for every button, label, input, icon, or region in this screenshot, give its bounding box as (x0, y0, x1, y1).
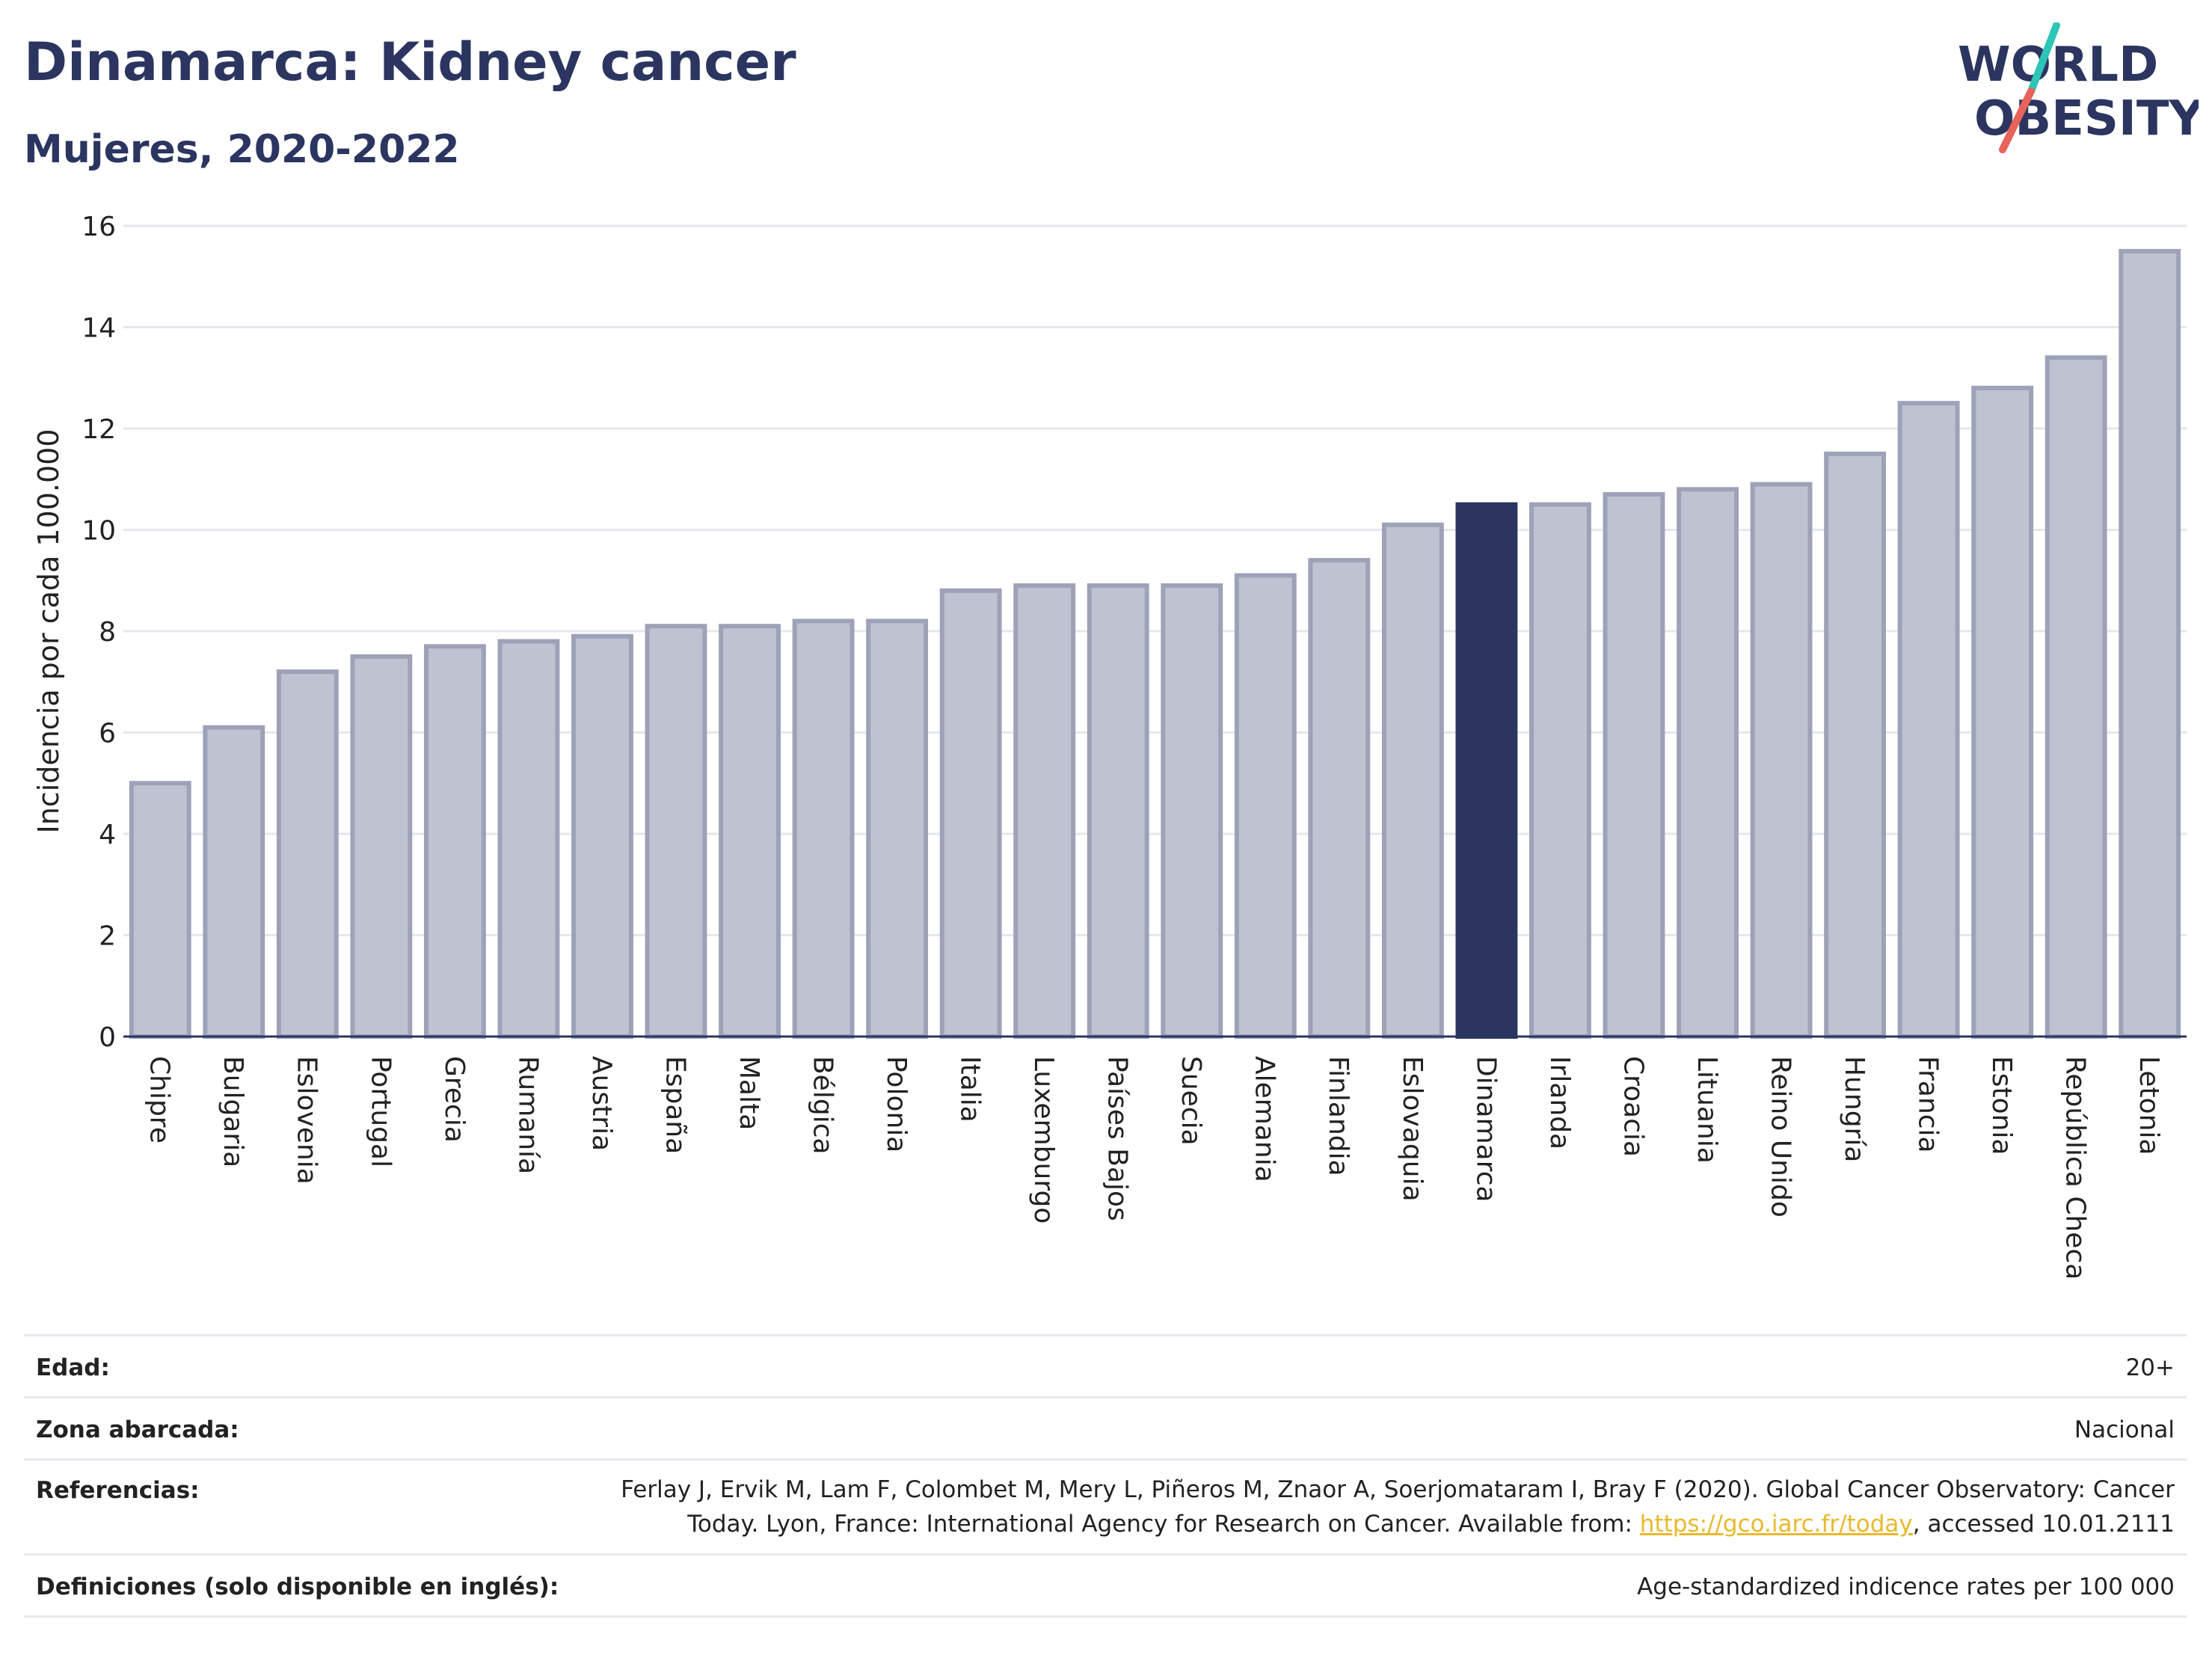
x-tick-label: Chipre (144, 1056, 175, 1143)
world-obesity-logo: WORLD OBESITY (1958, 22, 2199, 153)
bar-10 (866, 618, 929, 1039)
bar-7 (645, 624, 707, 1039)
y-tick-label: 2 (99, 921, 116, 952)
x-tick-label: Luxemburgo (1028, 1056, 1059, 1223)
edad-label: Edad: (36, 1354, 110, 1381)
bar-24 (1897, 401, 1960, 1039)
x-tick-label: Portugal (365, 1056, 396, 1167)
bar-21 (1677, 487, 1739, 1039)
referencias-line2-pre: Today. Lyon, France: International Agenc… (687, 1511, 1640, 1538)
x-tick-label: Países Bajos (1102, 1056, 1133, 1221)
bar-highlight-18 (1455, 502, 1518, 1039)
bar-25 (1971, 385, 2034, 1039)
bar-15 (1234, 573, 1297, 1039)
referencias-line2: Today. Lyon, France: International Agenc… (621, 1507, 2175, 1541)
bar-26 (2044, 355, 2107, 1039)
y-tick-label: 14 (82, 313, 116, 344)
x-tick-label: Hungría (1839, 1056, 1870, 1162)
bar-22 (1750, 482, 1813, 1039)
x-tick-label: Rumanía (512, 1056, 543, 1174)
y-tick-labels: 0 2 4 6 8 10 12 14 16 (82, 212, 116, 1053)
y-tick-label: 10 (82, 516, 116, 547)
y-tick-label: 12 (82, 414, 116, 445)
meta-row-edad: Edad: 20+ (24, 1334, 2187, 1396)
bar-11 (939, 588, 1002, 1039)
x-tick-label: Dinamarca (1470, 1056, 1501, 1203)
y-tick-label: 4 (99, 820, 116, 850)
referencias-label: Referencias: (36, 1477, 200, 1504)
x-tick-label: Irlanda (1544, 1056, 1575, 1149)
meta-row-referencias: Referencias: Ferlay J, Ervik M, Lam F, C… (24, 1458, 2187, 1553)
referencias-line1: Ferlay J, Ervik M, Lam F, Colombet M, Me… (621, 1476, 2175, 1503)
x-tick-label: Eslovaquia (1397, 1056, 1428, 1202)
zona-value: Nacional (2074, 1416, 2175, 1443)
bar-27 (2119, 248, 2181, 1039)
x-tick-label: Eslovenia (292, 1056, 322, 1185)
bar-17 (1381, 522, 1444, 1039)
x-tick-label: Alemania (1250, 1056, 1280, 1182)
bar-8 (719, 624, 781, 1039)
bar-0 (129, 781, 191, 1039)
x-tick-label: Lituania (1692, 1056, 1722, 1164)
edad-value: 20+ (2125, 1354, 2175, 1381)
bar-16 (1308, 558, 1371, 1039)
x-tick-label: Italia (955, 1056, 986, 1123)
bar-4 (423, 644, 486, 1039)
y-tick-label: 6 (99, 719, 116, 749)
x-tick-label: España (660, 1056, 690, 1154)
x-tick-label: Bélgica (807, 1056, 838, 1155)
bar-chart: 0 2 4 6 8 10 12 14 16 Chipre Bulgaria Eslovenia Por… (32, 212, 2187, 1280)
x-tick-label: Austria (586, 1056, 617, 1151)
zona-label: Zona abarcada: (36, 1416, 239, 1443)
bar-1 (203, 725, 265, 1039)
bar-19 (1529, 502, 1591, 1039)
x-tick-label: Malta (734, 1056, 764, 1130)
referencias-line2-post: , accessed 10.01.2111 (1912, 1511, 2175, 1538)
bar-14 (1161, 583, 1223, 1039)
x-tick-label: Finlandia (1323, 1056, 1354, 1176)
logo-line1: WORLD (1958, 37, 2158, 93)
x-tick-label: Polonia (881, 1056, 912, 1152)
x-tick-label: Estonia (1986, 1056, 2017, 1155)
definiciones-value: Age-standardized indicence rates per 100… (1637, 1573, 2175, 1600)
x-tick-labels: Chipre Bulgaria Eslovenia Portugal Grecia Rum… (144, 1056, 2164, 1280)
x-tick-label: Letonia (2133, 1056, 2164, 1155)
referencias-value: Ferlay J, Ervik M, Lam F, Colombet M, Me… (621, 1473, 2175, 1541)
bar-3 (350, 654, 413, 1039)
page-title: Dinamarca: Kidney cancer (24, 31, 796, 93)
x-tick-label: Suecia (1176, 1056, 1206, 1146)
y-tick-label: 8 (99, 617, 116, 648)
bar-9 (792, 618, 855, 1039)
bar-13 (1087, 583, 1149, 1039)
bar-2 (276, 669, 339, 1039)
bar-23 (1824, 451, 1887, 1039)
x-tick-label: República Checa (2060, 1056, 2091, 1280)
x-tick-label: Grecia (439, 1056, 470, 1143)
bar-20 (1603, 492, 1665, 1039)
definiciones-label: Definiciones (solo disponible en inglés)… (36, 1573, 559, 1600)
bar-5 (497, 639, 560, 1039)
gco-link[interactable]: https://gco.iarc.fr/today (1639, 1511, 1913, 1538)
meta-row-zona: Zona abarcada: Nacional (24, 1396, 2187, 1458)
logo-slash-bottom (1999, 87, 2035, 153)
metadata-table: Edad: 20+ Zona abarcada: Nacional Refere… (24, 1334, 2187, 1618)
bar-12 (1013, 583, 1076, 1039)
bars (129, 248, 2181, 1039)
y-tick-label: 16 (82, 212, 116, 242)
logo-slash-top (2027, 22, 2060, 95)
x-tick-label: Croacia (1617, 1056, 1648, 1157)
x-tick-label: Bulgaria (218, 1056, 248, 1167)
x-tick-label: Francia (1913, 1056, 1944, 1153)
y-axis-label: Incidencia por cada 100.000 (32, 429, 65, 833)
page-subtitle: Mujeres, 2020-2022 (24, 127, 460, 172)
bar-6 (571, 633, 633, 1039)
meta-row-definiciones: Definiciones (solo disponible en inglés)… (24, 1553, 2187, 1618)
x-tick-label: Reino Unido (1765, 1056, 1795, 1218)
y-tick-label: 0 (99, 1022, 116, 1053)
